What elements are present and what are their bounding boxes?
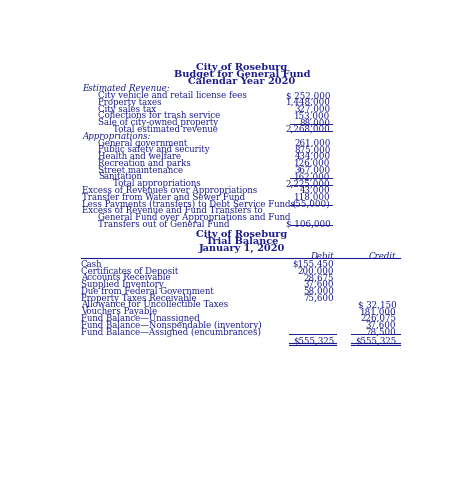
Text: General Fund over Appropriations and Fund: General Fund over Appropriations and Fun… — [98, 213, 290, 222]
Text: Estimated Revenue:: Estimated Revenue: — [82, 84, 170, 93]
Text: Total appropriations: Total appropriations — [114, 179, 201, 188]
Text: 1,448,000: 1,448,000 — [286, 98, 330, 107]
Text: Recreation and parks: Recreation and parks — [98, 159, 191, 168]
Text: Transfers out of General Fund: Transfers out of General Fund — [98, 220, 229, 229]
Text: Property Taxes Receivable: Property Taxes Receivable — [81, 294, 196, 302]
Text: 37,600: 37,600 — [304, 280, 334, 289]
Text: City of Roseburg: City of Roseburg — [196, 63, 288, 72]
Text: (55,000): (55,000) — [293, 200, 330, 209]
Text: 367,000: 367,000 — [294, 166, 330, 175]
Text: $555,325: $555,325 — [355, 337, 396, 346]
Text: 261,000: 261,000 — [294, 139, 330, 148]
Text: 126,000: 126,000 — [294, 159, 330, 168]
Text: Fund Balance—Assigned (encumbrances): Fund Balance—Assigned (encumbrances) — [81, 328, 261, 337]
Text: Excess of Revenues over Appropriations: Excess of Revenues over Appropriations — [82, 186, 258, 195]
Text: Total estimated revenue: Total estimated revenue — [114, 125, 218, 134]
Text: General government: General government — [98, 139, 187, 148]
Text: January 1, 2020: January 1, 2020 — [199, 243, 285, 253]
Text: 434,000: 434,000 — [294, 152, 330, 161]
Text: Fund Balance—Unassigned: Fund Balance—Unassigned — [81, 314, 200, 323]
Text: Allowance for Uncollectible Taxes: Allowance for Uncollectible Taxes — [81, 300, 228, 309]
Text: Excess of Revenue and Fund Transfers to: Excess of Revenue and Fund Transfers to — [82, 206, 263, 215]
Text: 162,000: 162,000 — [294, 172, 330, 181]
Text: 58,000: 58,000 — [303, 287, 334, 296]
Text: Accounts Receivable: Accounts Receivable — [81, 273, 170, 282]
Text: Sale of city-owned property: Sale of city-owned property — [98, 118, 218, 127]
Text: Budget for General Fund: Budget for General Fund — [174, 70, 310, 79]
Text: City of Roseburg: City of Roseburg — [196, 230, 288, 239]
Text: $155,450: $155,450 — [293, 260, 334, 269]
Text: 78,500: 78,500 — [366, 328, 396, 337]
Text: $ 252,000: $ 252,000 — [286, 91, 330, 100]
Text: Health and welfare: Health and welfare — [98, 152, 181, 161]
Text: Calendar Year 2020: Calendar Year 2020 — [188, 77, 296, 86]
Text: 153,000: 153,000 — [294, 111, 330, 120]
Text: Sanitation: Sanitation — [98, 172, 142, 181]
Text: Appropriations:: Appropriations: — [82, 132, 151, 141]
Text: 75,600: 75,600 — [304, 294, 334, 302]
Text: $ 32,150: $ 32,150 — [358, 300, 396, 309]
Text: 43,000: 43,000 — [300, 186, 330, 195]
Text: 2,225,000: 2,225,000 — [286, 179, 330, 188]
Text: Credit: Credit — [368, 252, 396, 261]
Text: $555,325: $555,325 — [293, 337, 334, 346]
Text: 2,268,000: 2,268,000 — [286, 125, 330, 134]
Text: City sales tax: City sales tax — [98, 105, 156, 114]
Text: Vouchers Payable: Vouchers Payable — [81, 307, 157, 316]
Text: 327,000: 327,000 — [294, 105, 330, 114]
Text: Certificates of Deposit: Certificates of Deposit — [81, 267, 178, 276]
Text: City vehicle and retail license fees: City vehicle and retail license fees — [98, 91, 247, 100]
Text: Cash: Cash — [81, 260, 102, 269]
Text: Public safety and security: Public safety and security — [98, 145, 210, 154]
Text: 118,000: 118,000 — [294, 193, 330, 202]
Text: 88,000: 88,000 — [299, 118, 330, 127]
Text: Less Payments (transfers) to Debt Service Funds: Less Payments (transfers) to Debt Servic… — [82, 200, 295, 209]
Text: Transfer from Water and Sewer Fund: Transfer from Water and Sewer Fund — [82, 193, 245, 202]
Text: Supplied Inventory: Supplied Inventory — [81, 280, 164, 289]
Text: 226,075: 226,075 — [360, 314, 396, 323]
Text: 37,600: 37,600 — [366, 321, 396, 330]
Text: Collections for trash service: Collections for trash service — [98, 111, 220, 120]
Text: 200,000: 200,000 — [298, 267, 334, 276]
Text: 28,675: 28,675 — [304, 273, 334, 282]
Text: Property taxes: Property taxes — [98, 98, 161, 107]
Text: $ 106,000: $ 106,000 — [286, 220, 330, 229]
Text: Trial Balance: Trial Balance — [206, 237, 278, 245]
Text: 181,000: 181,000 — [359, 307, 396, 316]
Text: Debit: Debit — [310, 252, 334, 261]
Text: Due from Federal Government: Due from Federal Government — [81, 287, 214, 296]
Text: Fund Balance—Nonspendable (inventory): Fund Balance—Nonspendable (inventory) — [81, 321, 262, 330]
Text: Street maintenance: Street maintenance — [98, 166, 183, 175]
Text: 875,000: 875,000 — [294, 145, 330, 154]
